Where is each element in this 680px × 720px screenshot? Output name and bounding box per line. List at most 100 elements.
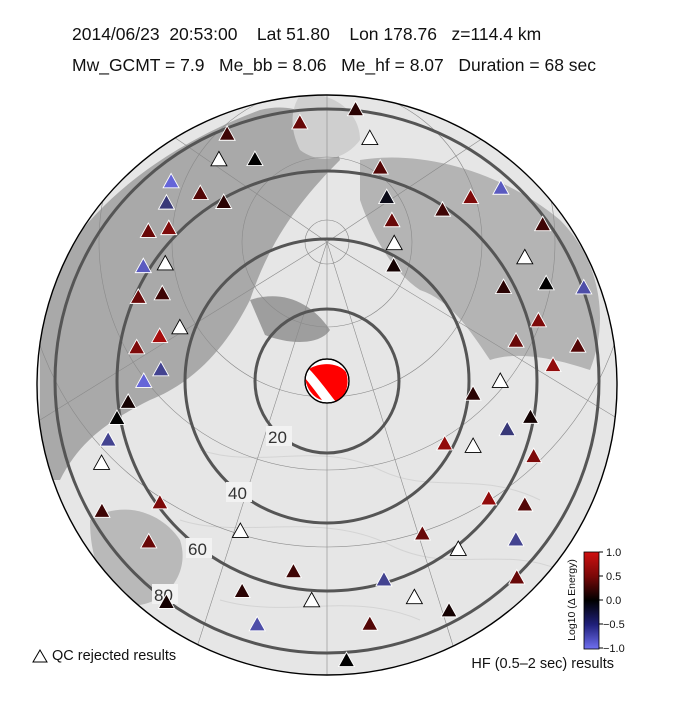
ring-60 xyxy=(115,169,539,593)
station-marker xyxy=(108,409,126,425)
station-marker xyxy=(346,100,365,117)
station-marker xyxy=(284,562,303,579)
station-rejected xyxy=(302,591,321,608)
station-marker xyxy=(160,219,178,236)
station-marker xyxy=(529,311,548,328)
band-label: HF (0.5–2 sec) results xyxy=(471,656,614,672)
ring-label-40: 40 xyxy=(228,484,247,503)
ring-labels: 20 40 60 80 xyxy=(152,426,292,605)
me-hf: Me_hf = 8.07 xyxy=(341,55,444,75)
station-marker xyxy=(569,336,587,353)
ring-40 xyxy=(183,237,471,525)
station-marker xyxy=(119,392,137,409)
cb-tick-2: 0.5 xyxy=(606,571,621,583)
station-marker xyxy=(214,193,233,209)
station-marker xyxy=(134,257,153,274)
station-marker xyxy=(537,274,555,291)
rejected-legend-label: QC rejected results xyxy=(52,648,177,664)
station-rejected xyxy=(516,248,534,265)
station-marker xyxy=(99,430,117,447)
station-marker xyxy=(248,615,266,632)
header-line-1: 2014/06/23 20:53:00 Lat 51.80 Lon 178.76… xyxy=(72,24,680,45)
station-rejected xyxy=(171,318,189,335)
station-rejected xyxy=(464,437,482,453)
station-rejected xyxy=(385,234,403,251)
distance-rings xyxy=(53,107,601,655)
station-marker xyxy=(371,158,389,175)
station-marker xyxy=(162,172,180,189)
station-marker xyxy=(440,601,458,618)
mw-gcmt: Mw_GCMT = 7.9 xyxy=(72,55,205,75)
station-marker xyxy=(383,211,401,228)
station-marker xyxy=(464,384,482,401)
station-marker xyxy=(508,568,526,585)
rejected-legend: QC rejected results xyxy=(32,648,176,664)
duration: Duration = 68 sec xyxy=(458,55,597,75)
colorbar: 1.0 0.5 0.0 −0.5 −1.0 Log10 (Δ Energy) xyxy=(566,547,625,655)
ring-label-60: 60 xyxy=(188,540,207,559)
station-marker xyxy=(435,434,454,451)
station-marker xyxy=(507,331,525,348)
station-marker xyxy=(492,178,510,195)
station-marker xyxy=(574,278,593,295)
station-marker xyxy=(139,532,158,549)
station-rejected xyxy=(361,129,379,146)
station-marker xyxy=(150,327,169,344)
station-marker xyxy=(218,124,236,141)
event-lat: Lat 51.80 xyxy=(256,24,330,44)
colorbar-title: Log10 (Δ Energy) xyxy=(566,559,578,641)
station-marker xyxy=(134,372,153,388)
station-marker xyxy=(157,593,176,609)
station-marker xyxy=(153,284,172,301)
event-lon: Lon 178.76 xyxy=(349,24,437,44)
station-rejected xyxy=(231,522,250,538)
station-rejected xyxy=(156,254,175,271)
station-marker xyxy=(191,184,210,201)
station-marker xyxy=(377,188,396,205)
event-date: 2014/06/23 xyxy=(72,24,160,44)
station-marker xyxy=(516,495,534,512)
station-rejected xyxy=(405,588,424,605)
station-marker xyxy=(433,200,452,217)
station-marker xyxy=(127,338,146,355)
cb-tick-1: 1.0 xyxy=(606,547,621,559)
globe-outline xyxy=(36,94,618,676)
station-marker xyxy=(151,493,169,510)
event-depth: z=114.4 km xyxy=(451,24,542,44)
station-marker xyxy=(93,502,111,518)
station-marker xyxy=(479,489,498,506)
station-marker xyxy=(157,193,176,210)
station-marker xyxy=(533,215,552,232)
station-marker xyxy=(461,188,480,205)
station-marker xyxy=(246,150,264,167)
event-time: 20:53:00 xyxy=(169,24,238,44)
station-marker xyxy=(139,222,158,238)
station-marker xyxy=(521,407,540,424)
ring-20 xyxy=(253,307,401,455)
station-marker xyxy=(233,582,251,598)
cb-tick-4: −0.5 xyxy=(603,619,625,631)
land-asia xyxy=(40,107,340,480)
station-rejected xyxy=(210,150,228,167)
station-rejected xyxy=(491,372,510,388)
header-line-2: Mw_GCMT = 7.9 Me_bb = 8.06 Me_hf = 8.07 … xyxy=(72,55,680,76)
station-marker xyxy=(291,113,309,130)
station-rejected xyxy=(449,540,468,556)
open-triangle-icon xyxy=(32,649,48,663)
cb-tick-5: −1.0 xyxy=(603,643,625,655)
station-rejected xyxy=(92,454,111,470)
station-marker xyxy=(498,420,516,437)
station-marker xyxy=(524,447,543,464)
station-marker xyxy=(337,651,356,668)
station-marker xyxy=(375,570,393,587)
me-bb: Me_bb = 8.06 xyxy=(219,55,327,75)
station-marker xyxy=(544,356,562,373)
stations xyxy=(92,100,593,668)
station-marker xyxy=(361,614,379,631)
station-marker xyxy=(507,530,525,547)
station-marker xyxy=(152,360,170,377)
beachball xyxy=(304,358,350,404)
station-marker xyxy=(413,524,432,541)
ring-80 xyxy=(53,107,601,655)
